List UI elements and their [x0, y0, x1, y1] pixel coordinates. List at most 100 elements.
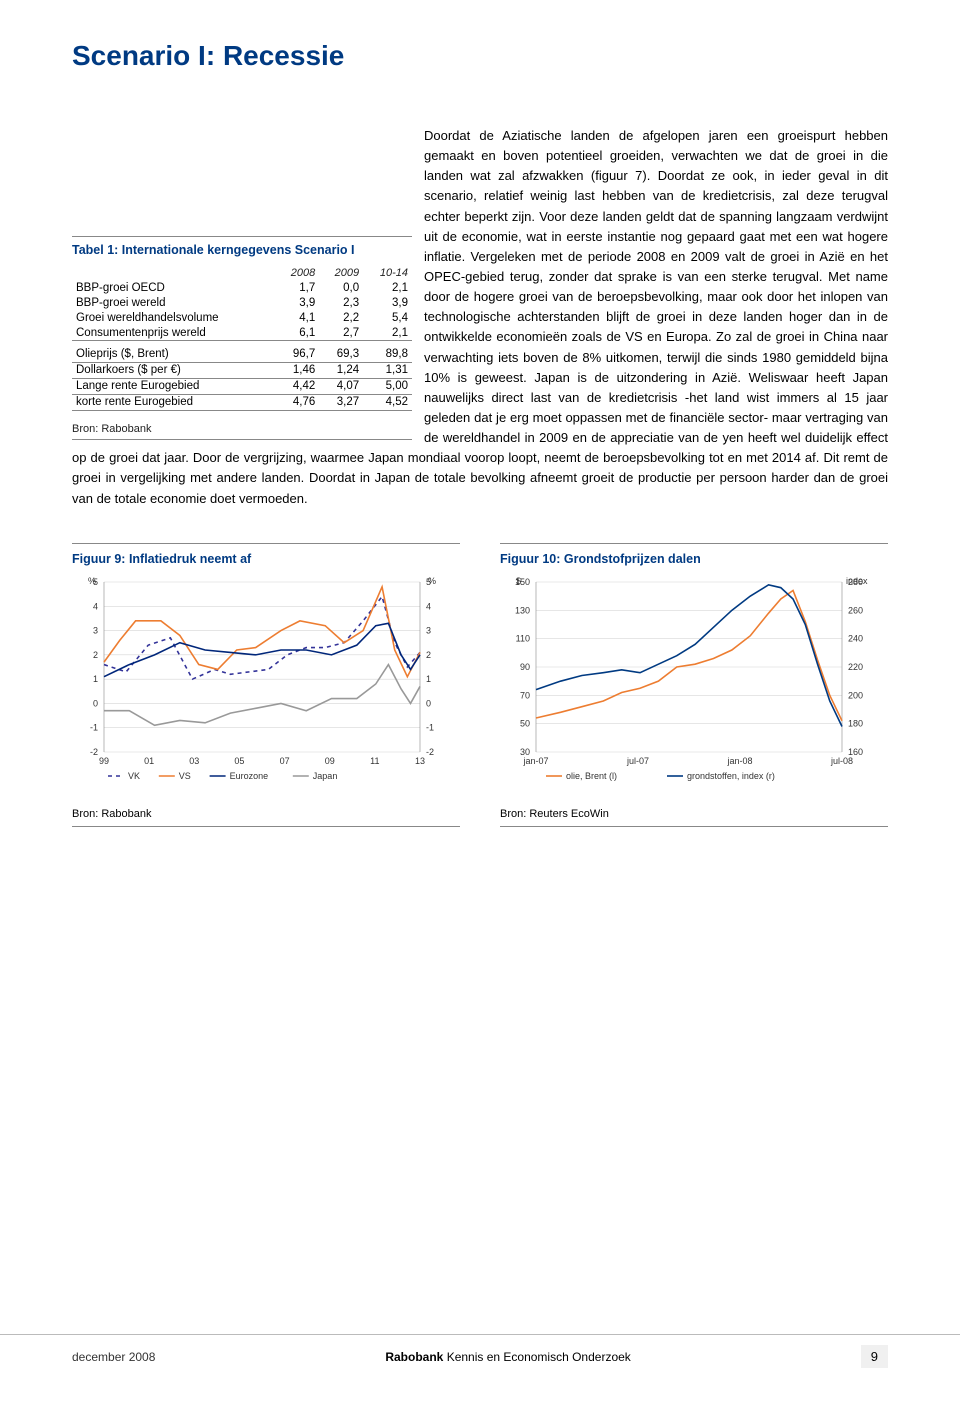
table-cell: Olieprijs ($, Brent)	[72, 347, 275, 363]
th-2009: 2009	[319, 265, 363, 280]
table-cell: 3,9	[363, 295, 412, 310]
table-cell: korte rente Eurogebied	[72, 394, 275, 410]
svg-text:Japan: Japan	[313, 771, 338, 781]
footer-rest: Kennis en Economisch Onderzoek	[443, 1350, 630, 1364]
table-cell: 6,1	[275, 325, 319, 341]
table-cell: 2,1	[363, 325, 412, 341]
table-cell: 3,27	[319, 394, 363, 410]
svg-text:0: 0	[93, 698, 98, 708]
svg-text:110: 110	[516, 633, 530, 643]
svg-text:220: 220	[848, 662, 863, 672]
svg-text:0: 0	[426, 698, 431, 708]
svg-text:jan-07: jan-07	[522, 756, 548, 766]
page-footer: december 2008 Rabobank Kennis en Economi…	[0, 1334, 960, 1368]
svg-text:2: 2	[426, 650, 431, 660]
footer-brand: Rabobank	[385, 1350, 443, 1364]
svg-text:01: 01	[144, 756, 154, 766]
figure-9: Figuur 9: Inflatiedruk neemt af %%-2-2-1…	[72, 543, 460, 827]
table-cell: 1,24	[319, 362, 363, 378]
svg-text:-1: -1	[90, 722, 98, 732]
svg-text:90: 90	[520, 662, 530, 672]
svg-text:jul-07: jul-07	[626, 756, 649, 766]
table-cell: 4,07	[319, 378, 363, 394]
table-cell: 1,31	[363, 362, 412, 378]
svg-text:5: 5	[93, 577, 98, 587]
table-cell: 0,0	[319, 280, 363, 295]
table-cell: 2,7	[319, 325, 363, 341]
svg-text:99: 99	[99, 756, 109, 766]
svg-text:1: 1	[426, 674, 431, 684]
svg-text:200: 200	[848, 690, 863, 700]
th-2008: 2008	[275, 265, 319, 280]
svg-text:70: 70	[520, 690, 530, 700]
svg-text:4: 4	[93, 601, 98, 611]
table-cell: 69,3	[319, 347, 363, 363]
svg-text:5: 5	[426, 577, 431, 587]
table-cell: Groei wereldhandelsvolume	[72, 310, 275, 325]
svg-text:07: 07	[280, 756, 290, 766]
table-1-source: Bron: Rabobank	[72, 423, 412, 435]
table-cell: 1,7	[275, 280, 319, 295]
svg-text:3: 3	[93, 625, 98, 635]
svg-text:240: 240	[848, 633, 863, 643]
table-cell: Consumentenprijs wereld	[72, 325, 275, 341]
figure-9-chart: %%-2-2-1-10011223344559901030507091113VK…	[72, 572, 452, 802]
footer-date: december 2008	[72, 1350, 155, 1364]
table-1-title: Tabel 1: Internationale kerngegevens Sce…	[72, 239, 412, 265]
footer-center: Rabobank Kennis en Economisch Onderzoek	[385, 1350, 630, 1364]
table-cell: 2,3	[319, 295, 363, 310]
svg-text:50: 50	[520, 718, 530, 728]
page-title: Scenario I: Recessie	[72, 40, 888, 72]
svg-text:2: 2	[93, 650, 98, 660]
svg-text:13: 13	[415, 756, 425, 766]
svg-text:11: 11	[370, 756, 379, 766]
svg-text:3: 3	[426, 625, 431, 635]
table-cell: 4,52	[363, 394, 412, 410]
table-cell: 89,8	[363, 347, 412, 363]
th-1014: 10-14	[363, 265, 412, 280]
figure-10: Figuur 10: Grondstofprijzen dalen $index…	[500, 543, 888, 827]
svg-text:280: 280	[848, 577, 863, 587]
figure-9-title: Figuur 9: Inflatiedruk neemt af	[72, 548, 460, 572]
table-cell: 96,7	[275, 347, 319, 363]
table-cell: 3,9	[275, 295, 319, 310]
figure-10-chart: $index3050709011013015016018020022024026…	[500, 572, 880, 802]
svg-text:180: 180	[848, 718, 863, 728]
table-cell: BBP-groei wereld	[72, 295, 275, 310]
svg-text:150: 150	[515, 577, 530, 587]
svg-text:130: 130	[515, 605, 530, 615]
table-cell: Dollarkoers ($ per €)	[72, 362, 275, 378]
table-1-box: Tabel 1: Internationale kerngegevens Sce…	[72, 236, 412, 440]
svg-text:jul-08: jul-08	[830, 756, 853, 766]
svg-text:09: 09	[325, 756, 335, 766]
table-cell: 5,00	[363, 378, 412, 394]
table-cell: 5,4	[363, 310, 412, 325]
table-cell: 4,42	[275, 378, 319, 394]
table-cell: 4,1	[275, 310, 319, 325]
figure-row: Figuur 9: Inflatiedruk neemt af %%-2-2-1…	[72, 543, 888, 827]
footer-page-number: 9	[861, 1345, 888, 1368]
svg-text:VK: VK	[128, 771, 140, 781]
svg-text:Eurozone: Eurozone	[230, 771, 269, 781]
svg-text:03: 03	[189, 756, 199, 766]
table-1: 2008 2009 10-14 BBP-groei OECD1,70,0 2,1 B…	[72, 265, 412, 411]
figure-10-title: Figuur 10: Grondstofprijzen dalen	[500, 548, 888, 572]
table-cell: 2,2	[319, 310, 363, 325]
figure-9-source: Bron: Rabobank	[72, 808, 460, 820]
svg-text:-2: -2	[90, 747, 98, 757]
svg-text:grondstoffen, index (r): grondstoffen, index (r)	[687, 771, 775, 781]
th-blank	[72, 265, 275, 280]
svg-text:4: 4	[426, 601, 431, 611]
table-cell: 1,46	[275, 362, 319, 378]
svg-text:jan-08: jan-08	[726, 756, 752, 766]
svg-text:260: 260	[848, 605, 863, 615]
svg-text:-2: -2	[426, 747, 434, 757]
svg-text:1: 1	[93, 674, 98, 684]
table-cell: BBP-groei OECD	[72, 280, 275, 295]
body-wrap: Tabel 1: Internationale kerngegevens Sce…	[72, 126, 888, 509]
svg-text:olie, Brent (l): olie, Brent (l)	[566, 771, 617, 781]
svg-text:05: 05	[234, 756, 244, 766]
figure-10-source: Bron: Reuters EcoWin	[500, 808, 888, 820]
table-cell: Lange rente Eurogebied	[72, 378, 275, 394]
svg-text:VS: VS	[179, 771, 191, 781]
